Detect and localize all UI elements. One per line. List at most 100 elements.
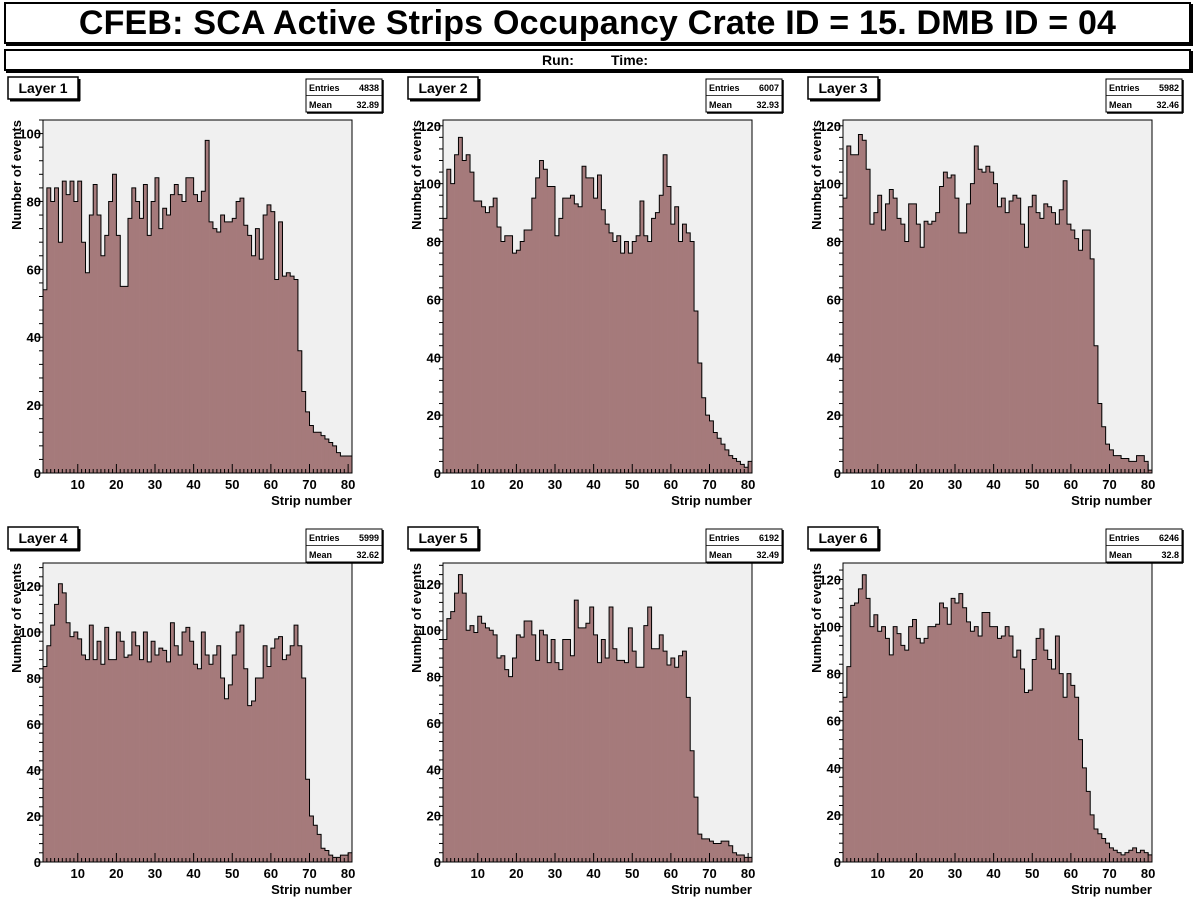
histogram-bar [100,255,106,473]
histogram-bar [628,627,633,862]
histogram-bar [593,634,598,862]
histogram-bar [301,391,306,473]
histogram-bar [1016,198,1022,473]
histogram-bar [46,645,52,862]
x-tick-label: 70 [702,866,716,881]
histogram-bar [958,593,964,862]
histogram-bar [947,624,952,862]
histogram-bar [547,186,552,473]
histogram-bar [263,645,268,862]
y-tick-label: 80 [27,194,41,209]
histogram-bar [336,857,341,862]
histogram-bar [1097,403,1103,473]
histogram-bar [205,655,210,862]
histogram-bar [446,618,452,862]
histogram-bar [624,241,629,473]
x-tick-label: 40 [186,866,200,881]
histogram-bar [1063,697,1068,862]
histogram-bar [1132,461,1137,473]
y-axis-title: Number of events [409,563,424,673]
histogram-bar [81,242,86,473]
histogram-bar [843,697,848,862]
histogram-bar [531,198,537,473]
histogram-bar [527,229,533,473]
histogram-bar [93,184,98,473]
histogram-bar [178,655,183,862]
histogram-bar [1101,426,1106,473]
histogram-bar [531,634,537,862]
histogram-bar [108,201,113,473]
histogram-bar [585,623,591,862]
histogram-bar [927,626,933,862]
histogram-bar [473,201,479,473]
histogram-bar [908,203,913,473]
x-tick-label: 60 [264,866,278,881]
histogram-bar [97,215,102,474]
histogram-bar [290,276,295,473]
histogram-bar [724,841,730,862]
histogram-bar [458,137,463,473]
histogram-bar [1001,198,1006,473]
stats-entries-label: Entries [709,83,740,93]
histogram-bar [939,186,944,473]
histogram-bar [155,655,160,862]
histogram-bar [270,648,276,862]
histogram-bar [189,641,194,862]
histogram-bar [877,631,882,862]
histogram-bar [520,241,525,473]
histogram-bar [328,855,334,862]
histogram-bar [174,645,179,862]
histogram-bar [477,616,482,862]
histogram-bar [104,627,110,862]
histogram-bar [174,184,179,473]
histogram-bar [1009,635,1014,862]
histogram-bar [843,198,848,473]
y-tick-label: 100 [419,623,441,638]
histogram-bar [709,841,714,862]
y-tick-label: 20 [827,408,841,423]
x-tick-label: 50 [625,477,639,492]
y-tick-label: 0 [34,855,41,870]
histogram-bar [1128,850,1134,862]
y-tick-label: 60 [427,716,441,731]
histogram-bar [201,191,206,473]
histogram-bar [1094,829,1099,862]
histogram-bar [228,221,233,473]
histogram-bar [321,848,326,862]
y-tick-label: 20 [427,809,441,824]
histogram-bar [193,664,198,862]
histogram-bar [1043,650,1049,862]
histogram-bar [1036,212,1041,474]
histogram-bar [1024,692,1029,862]
histogram-bar [578,206,583,473]
histogram-bar [686,697,691,862]
histogram-bar [1012,195,1018,474]
histogram-bar [862,574,867,862]
histogram-bar [651,218,656,473]
y-tick-label: 120 [819,119,841,134]
histogram-bar [185,627,191,862]
histogram-bar [470,172,475,473]
y-tick-label: 0 [434,466,441,481]
histogram-bar [1082,767,1087,862]
histogram-bar [259,259,264,473]
x-tick-label: 70 [302,477,316,492]
histogram-bar [881,229,886,473]
histogram-bar [527,620,533,862]
histogram-bar [236,201,241,473]
histogram-bar [1012,657,1018,862]
histogram-bar [717,843,722,862]
y-tick-label: 100 [19,625,41,640]
histogram-bar [659,634,664,862]
histogram-bar [605,658,610,862]
histogram-bar [566,198,571,473]
histogram-bar [670,224,676,473]
histogram-bar [473,632,479,862]
histogram-panel: 10 20 30 40 50 60 70 80 0 20 40 60 80 100 120 Strip num… [807,526,1184,897]
histogram-bar [916,224,921,473]
histogram-panel: 10 20 30 40 50 60 70 80 0 20 40 60 80 100 120 Strip num… [407,76,784,508]
histogram-bar [846,146,852,473]
histogram-bar [58,242,63,473]
histogram-bar [1082,229,1087,473]
title-box: CFEB: SCA Active Strips Occupancy Crate … [4,2,1191,44]
